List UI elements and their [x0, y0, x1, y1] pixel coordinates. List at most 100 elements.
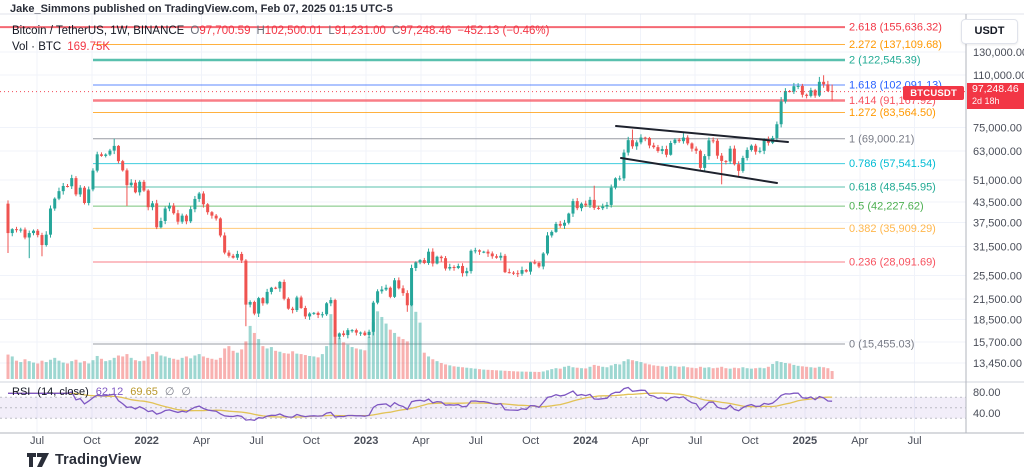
- volume-bar: [482, 369, 486, 379]
- candle-body: [758, 150, 762, 152]
- currency-toggle-button[interactable]: USDT: [961, 19, 1018, 44]
- date-tick-label: Oct: [741, 435, 758, 447]
- volume-bar: [681, 366, 685, 379]
- candle: [218, 217, 222, 238]
- candle-body: [596, 207, 600, 209]
- volume-bar: [180, 357, 184, 379]
- symbol-price-badge[interactable]: BTCUSDT: [903, 86, 964, 100]
- volume-bar: [698, 366, 702, 379]
- date-tick-label: Apr: [632, 435, 649, 447]
- candle: [108, 148, 112, 157]
- candle-body: [732, 148, 736, 165]
- candle-body: [99, 154, 103, 156]
- candle: [308, 312, 312, 320]
- date-tick-label: Jul: [688, 435, 702, 447]
- candle-body: [159, 220, 163, 228]
- candle-body: [291, 308, 295, 311]
- volume-bar: [176, 359, 180, 379]
- volume-bar: [771, 363, 775, 379]
- volume-bar: [354, 348, 358, 379]
- candle: [418, 259, 422, 265]
- volume-bar: [444, 364, 448, 379]
- volume-bar: [422, 352, 426, 379]
- candle-body: [180, 215, 184, 222]
- volume-value: 169.75K: [67, 41, 111, 53]
- candle-body: [320, 314, 324, 316]
- candle-body: [193, 198, 197, 210]
- candle-body: [656, 147, 660, 152]
- candle: [524, 268, 528, 273]
- candle: [65, 183, 69, 188]
- candle: [622, 149, 626, 181]
- candle: [138, 180, 142, 196]
- volume-bar: [65, 363, 69, 379]
- candle-body: [363, 332, 367, 336]
- candle: [732, 145, 736, 166]
- candle: [342, 330, 346, 337]
- rsi-ma-line: [8, 392, 833, 418]
- candle: [575, 198, 579, 211]
- candle: [316, 311, 320, 319]
- candle: [70, 174, 74, 189]
- candle-body: [664, 149, 668, 155]
- fib-level-label: 0.786 (57,541.54): [849, 158, 936, 170]
- volume-bar: [320, 354, 324, 379]
- volume-bar: [125, 354, 129, 379]
- candle: [686, 135, 690, 146]
- volume-bar: [197, 354, 201, 379]
- volume-legend[interactable]: Vol · BTC 169.75K: [12, 41, 110, 53]
- candle: [465, 267, 469, 277]
- candle-body: [762, 139, 766, 151]
- candle: [295, 295, 299, 312]
- rsi-legend[interactable]: RSI (14, close) 62.12 69.65 ∅ ∅: [12, 385, 191, 398]
- candle-body: [146, 190, 150, 208]
- candle-body: [125, 170, 129, 186]
- volume-bar: [380, 316, 384, 379]
- candle-body: [647, 137, 651, 146]
- candle-body: [252, 301, 256, 314]
- candle: [720, 153, 724, 185]
- candle-body: [214, 215, 218, 219]
- candle-body: [779, 101, 783, 125]
- volume-bar: [329, 314, 333, 379]
- volume-bar: [512, 371, 516, 379]
- fib-level-label: 0.5 (42,227.62): [849, 201, 924, 213]
- candle-body: [48, 208, 52, 235]
- candle-body: [749, 145, 753, 150]
- volume-bar: [274, 350, 278, 379]
- volume-layer: [6, 301, 834, 379]
- price-tick-label: 18,500.00: [973, 314, 1022, 326]
- volume-bar: [800, 366, 804, 379]
- candle: [444, 255, 448, 271]
- candle-body: [218, 218, 222, 236]
- candle: [44, 231, 48, 247]
- candle: [312, 311, 316, 315]
- candle: [673, 138, 677, 145]
- volume-bar: [805, 366, 809, 379]
- volume-bar: [10, 356, 14, 379]
- candle-body: [444, 258, 448, 269]
- volume-bar: [537, 371, 541, 379]
- candle: [235, 250, 239, 260]
- candle-body: [87, 189, 91, 204]
- candle-body: [686, 137, 690, 144]
- candle-body: [473, 250, 477, 252]
- volume-bar: [558, 368, 562, 379]
- candle-body: [163, 208, 167, 221]
- volume-bar: [388, 329, 392, 379]
- symbol-legend[interactable]: Bitcoin / TetherUS, 1W, BINANCE O97,700.5…: [12, 25, 550, 37]
- tradingview-logo[interactable]: TradingView: [27, 452, 141, 468]
- candle-body: [737, 164, 741, 171]
- candle-body: [61, 186, 65, 192]
- candle-body: [584, 203, 588, 206]
- candle-body: [6, 203, 10, 234]
- volume-bar: [146, 356, 150, 379]
- volume-bar: [206, 357, 210, 379]
- candle: [647, 136, 651, 149]
- candle-body: [91, 170, 95, 190]
- candle: [172, 203, 176, 215]
- candle: [299, 295, 303, 309]
- candle-body: [571, 201, 575, 214]
